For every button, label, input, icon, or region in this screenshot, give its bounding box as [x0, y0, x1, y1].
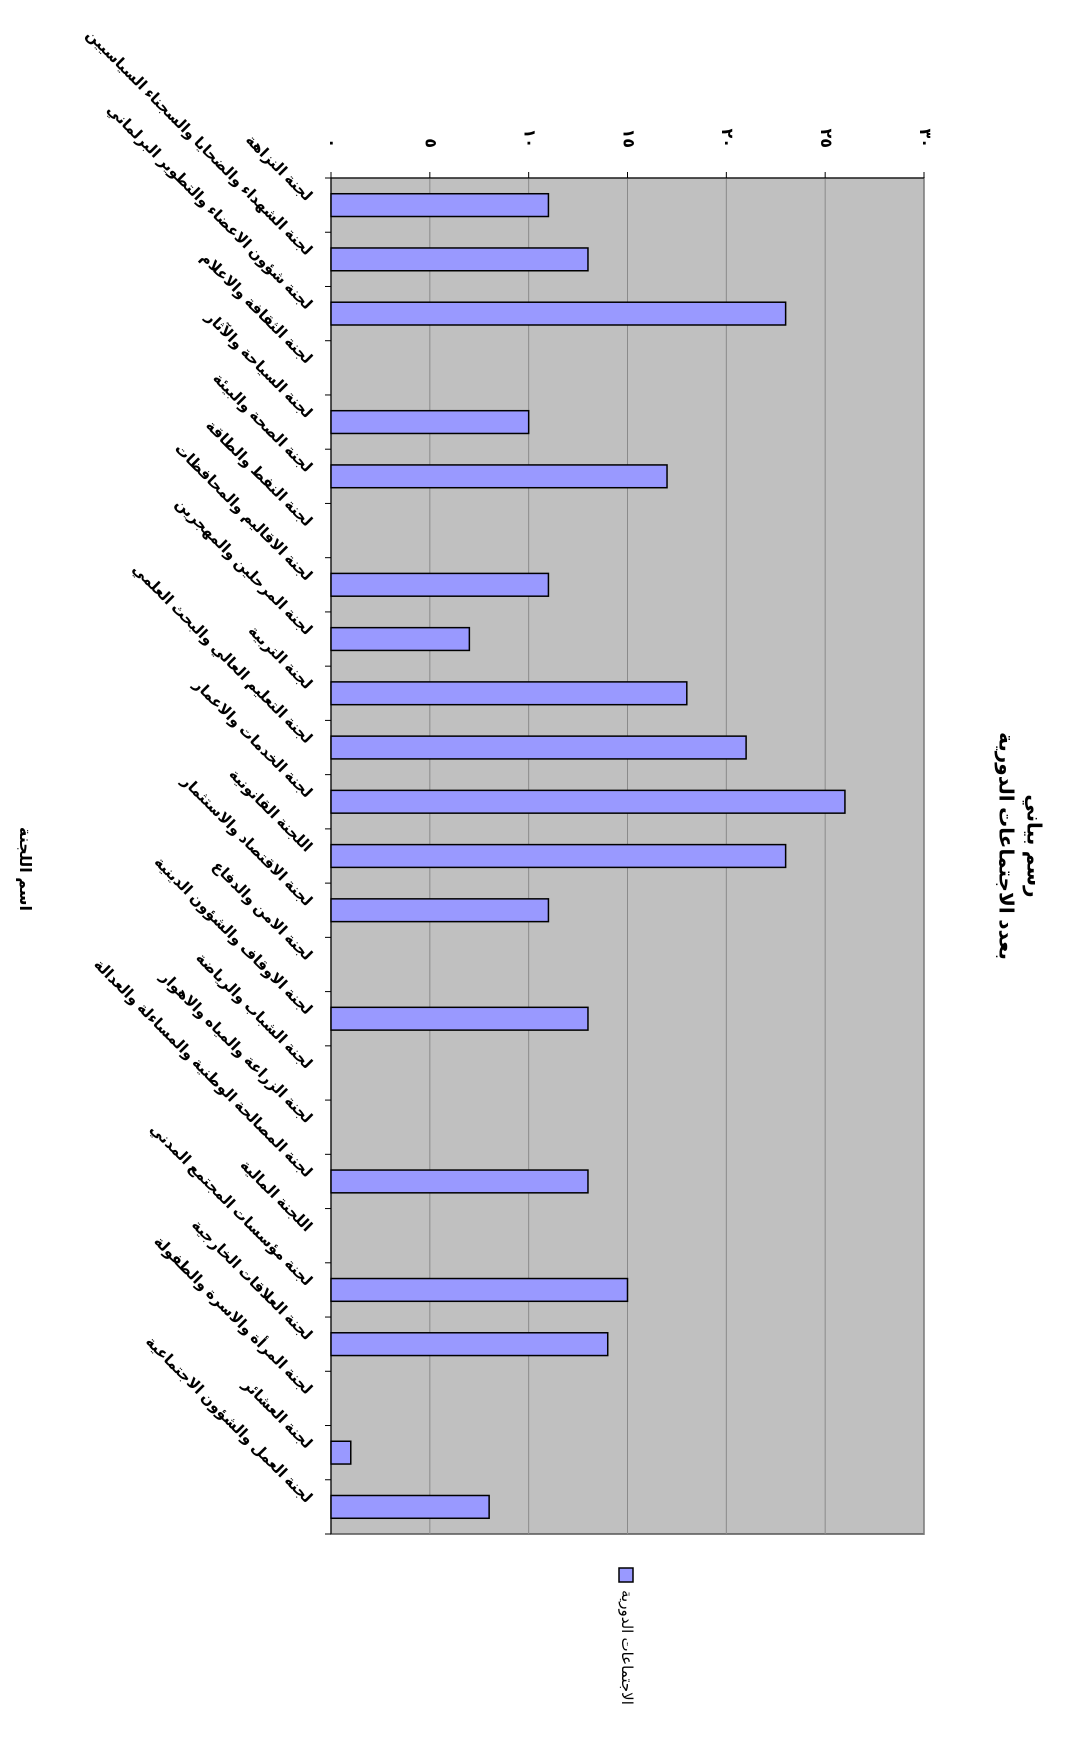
bar [330, 409, 530, 435]
bar [330, 1494, 490, 1520]
x-tick-label: لجنة الامن والدفاع [209, 858, 315, 964]
bar [330, 626, 471, 652]
bar [330, 464, 668, 489]
bar [330, 789, 846, 814]
legend-swatch [618, 1567, 634, 1583]
bar [330, 247, 589, 272]
bar [330, 898, 550, 923]
bar [330, 1440, 352, 1465]
y-tick-label: ٢٠ [718, 128, 735, 148]
y-tick-label: ٣٠ [916, 128, 933, 148]
bar [330, 1332, 609, 1357]
chart-subtitle: بعدد الاجتماعات الدورية [995, 732, 1017, 960]
y-tick-label: ٠ [323, 138, 340, 148]
y-tick-label: ١٥ [619, 128, 636, 148]
bar [330, 735, 747, 760]
legend-label: الاجتماعات الدورية [618, 1590, 635, 1705]
x-tick-label: لجنة السياحة والآثار [201, 307, 316, 422]
bar [330, 192, 550, 218]
x-tick-label: لجنة شؤون الاعضاء والتطوير البرلماني [103, 101, 315, 313]
y-tick-label: ١٠ [520, 128, 537, 148]
chart-title: رسم بياني [1022, 794, 1045, 897]
bar [330, 1169, 589, 1194]
bar [330, 681, 688, 706]
x-axis-title: اسم اللجنة [16, 827, 33, 911]
bar [330, 843, 787, 869]
bar [330, 572, 550, 597]
x-tick-label: لجنة النفط والطاقة [202, 417, 315, 530]
y-tick-label: ٢٥ [817, 128, 834, 148]
bar [330, 1006, 589, 1031]
x-tick-label: لجنة الصحة والبيئة [209, 370, 315, 476]
rotated-chart: رسم بياني بعدد الاجتماعات الدورية اسم ال… [16, 26, 1045, 1705]
bar [330, 1277, 629, 1303]
y-tick-label: ٥ [422, 138, 439, 148]
x-tick-label: لجنة الشهداء والضحايا والسجناء السياسيين [83, 26, 316, 259]
bar [330, 301, 787, 326]
